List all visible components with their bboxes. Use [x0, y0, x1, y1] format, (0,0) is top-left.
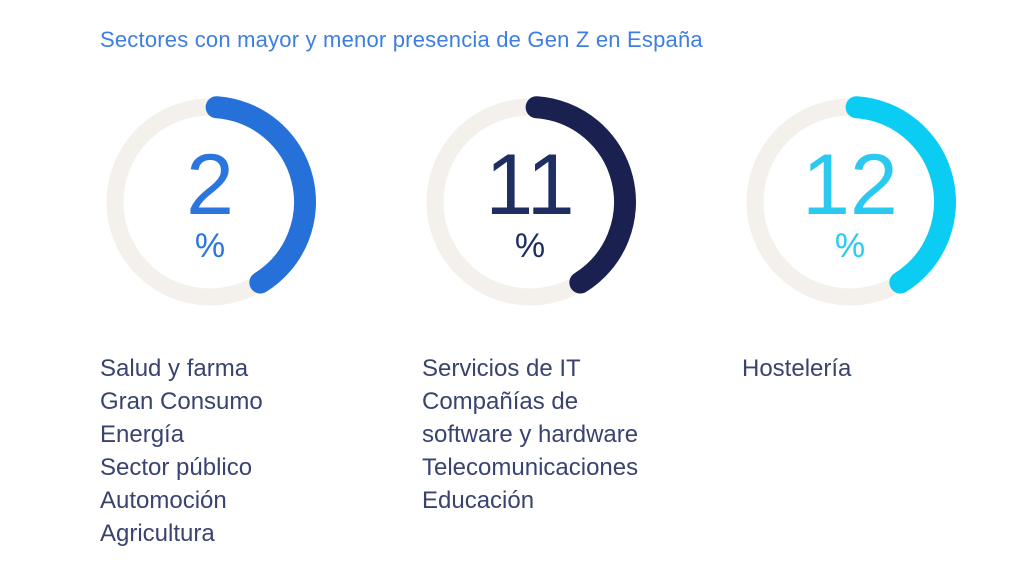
- donut-arc: [845, 96, 956, 294]
- sector-list-hosteleria: Hostelería: [742, 352, 851, 385]
- donut-value: 2: [186, 136, 234, 233]
- sector-item: Energía: [100, 421, 185, 448]
- donut-center-label: 2 %: [98, 90, 322, 314]
- sector-list-it: Servicios de IT Compañías de software y …: [422, 352, 638, 517]
- sector-item: Agricultura: [100, 520, 215, 547]
- donut-chart-it: 11 %: [418, 90, 642, 314]
- sector-item: Sector público: [100, 454, 253, 481]
- donut-value: 12: [802, 136, 898, 233]
- sector-item: software y hardware: [422, 421, 639, 448]
- sector-item: Gran Consumo: [100, 388, 263, 415]
- donut-arc: [525, 96, 636, 294]
- donut-center-label: 11 %: [418, 90, 642, 314]
- sector-list-salud: Salud y farma Gran Consumo Energía Secto…: [100, 352, 263, 550]
- sector-item: Salud y farma: [100, 355, 249, 382]
- sector-item: Automoción: [100, 487, 227, 514]
- percent-sign: %: [514, 226, 546, 265]
- donut-svg: [746, 96, 956, 306]
- donut-center-label: 12 %: [738, 90, 962, 314]
- donut-svg: [106, 96, 316, 306]
- donut-chart-salud: 2 %: [98, 90, 322, 314]
- sector-item: Telecomunicaciones: [422, 454, 639, 481]
- donut-chart-hosteleria: 12 %: [738, 90, 962, 314]
- donut-arc: [205, 96, 316, 294]
- sector-item: Compañías de: [422, 388, 579, 415]
- sector-item: Educación: [422, 487, 535, 514]
- percent-sign: %: [834, 226, 866, 265]
- donut-svg: [426, 96, 636, 306]
- sector-item: Hostelería: [742, 355, 852, 382]
- chart-title: Sectores con mayor y menor presencia de …: [100, 27, 703, 52]
- sector-item: Servicios de IT: [422, 355, 581, 382]
- donut-value: 11: [485, 136, 575, 233]
- percent-sign: %: [194, 226, 226, 265]
